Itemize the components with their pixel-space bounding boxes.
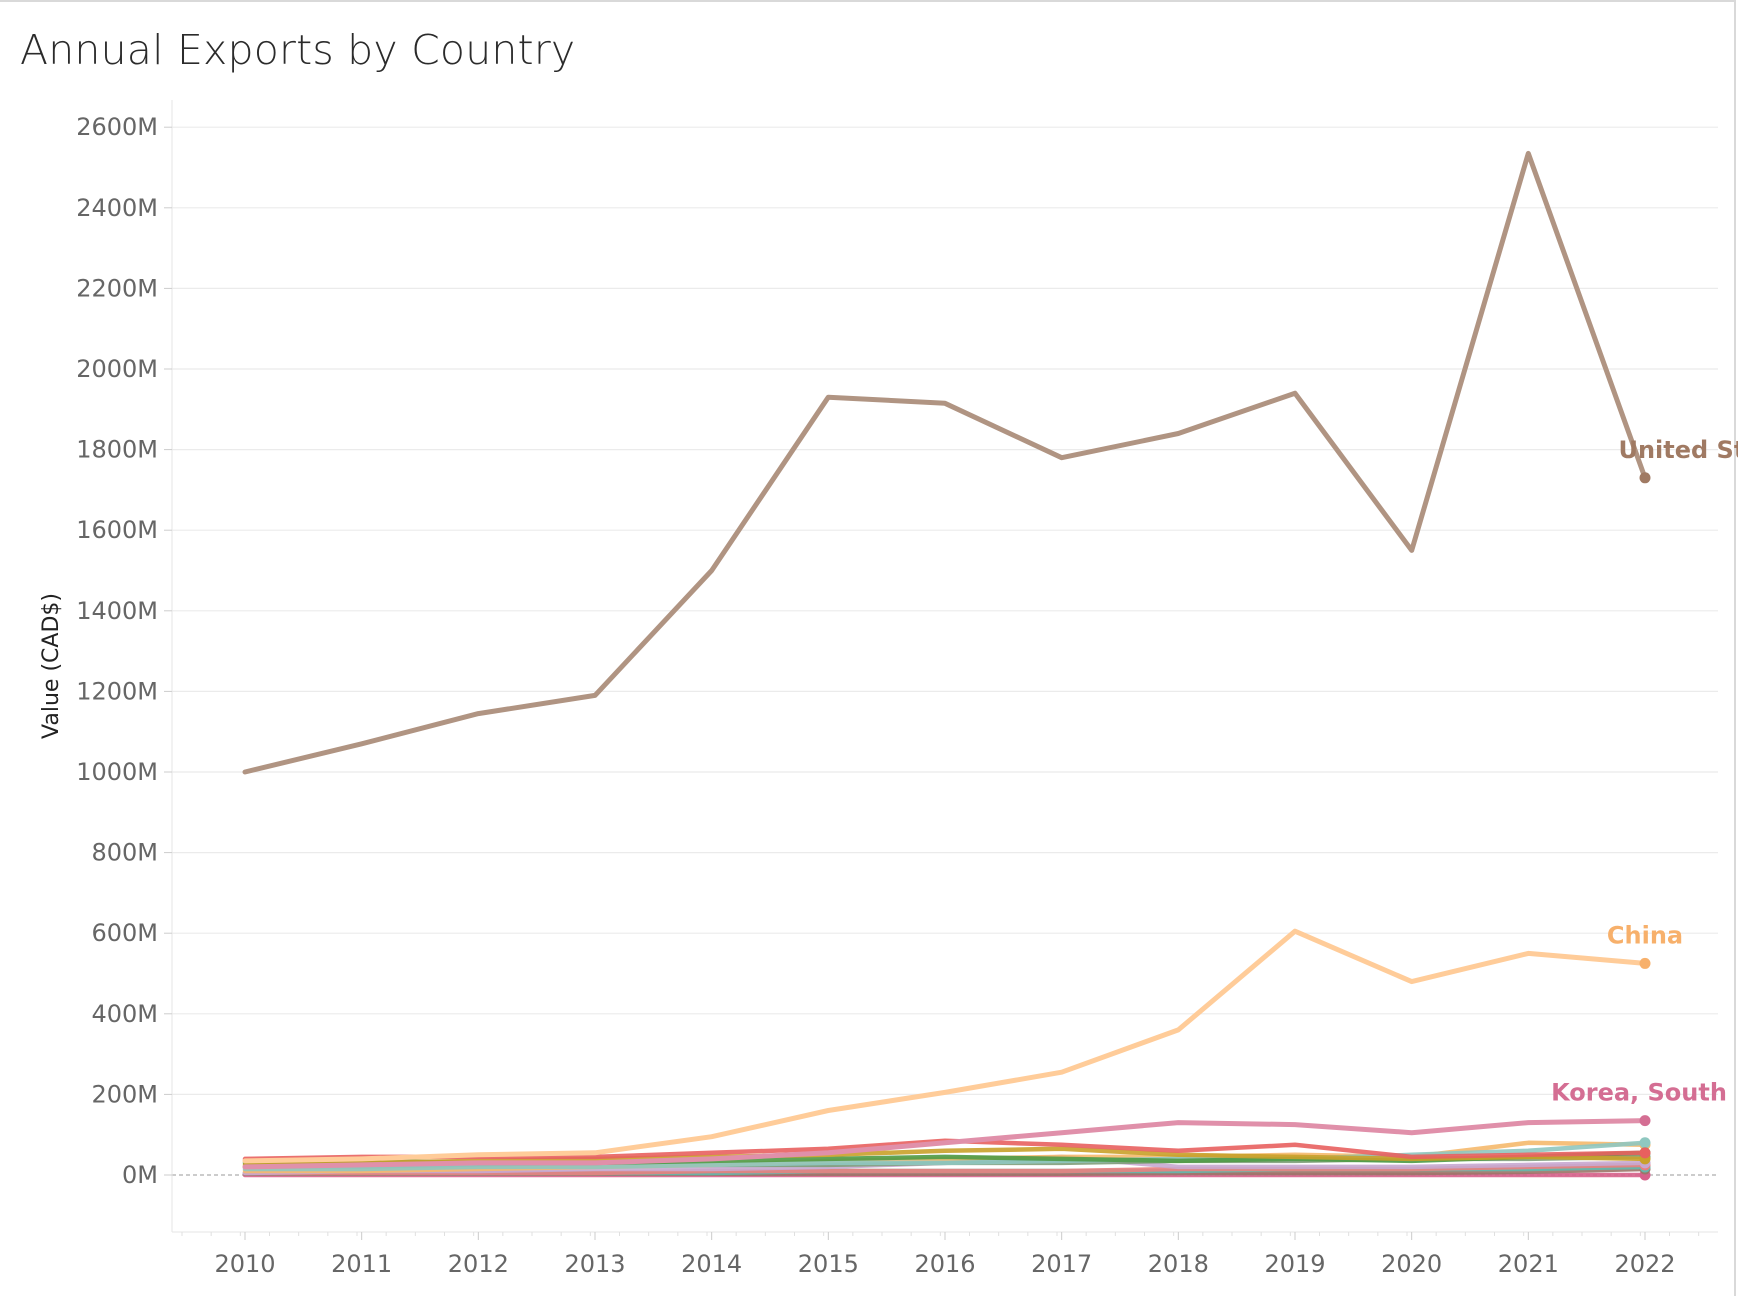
y-tick-label: 1200M	[76, 677, 158, 705]
chart-title: Annual Exports by Country	[20, 26, 576, 74]
y-tick-label: 1600M	[76, 516, 158, 544]
y-axis-title: Value (CAD$)	[39, 593, 64, 739]
x-tick-label: 2018	[1148, 1250, 1209, 1278]
series-line[interactable]	[242, 928, 1648, 1164]
x-tick-label: 2015	[798, 1250, 859, 1278]
x-tick-label: 2021	[1498, 1250, 1559, 1278]
x-tick-label: 2014	[681, 1250, 742, 1278]
y-tick-label: 2400M	[76, 194, 158, 222]
x-tick-label: 2012	[448, 1250, 509, 1278]
x-tick-label: 2010	[214, 1250, 275, 1278]
series-end-point[interactable]	[1639, 472, 1651, 484]
y-tick-label: 400M	[91, 1000, 158, 1028]
x-tick-label: 2019	[1264, 1250, 1325, 1278]
y-tick-label: 1000M	[76, 758, 158, 786]
y-axis: 0M 200M 400M 600M 800M 1000M 1200M 1400M 1600M 18…	[39, 100, 173, 1232]
series-end-point[interactable]	[1639, 957, 1651, 969]
x-tick-label: 2016	[914, 1250, 975, 1278]
x-tick-label: 2017	[1031, 1250, 1092, 1278]
x-tick-label: 2020	[1381, 1250, 1442, 1278]
end-labels: United States China Korea, South	[1551, 436, 1738, 1107]
y-tick-label: 2000M	[76, 355, 158, 383]
x-tick-label: 2011	[331, 1250, 392, 1278]
y-tick-label: 2200M	[76, 274, 158, 302]
x-axis: 2010 2011 2012 2013 2014 2015 2016 2017 2018 2019…	[172, 1231, 1718, 1278]
series-label: Korea, South	[1551, 1079, 1727, 1107]
y-tick-label: 0M	[122, 1161, 158, 1189]
series-label: China	[1607, 921, 1683, 949]
x-tick-label: 2013	[564, 1250, 625, 1278]
series-end-point[interactable]	[1639, 1137, 1651, 1149]
series-label: United States	[1618, 436, 1738, 464]
series-end-point[interactable]	[1639, 1115, 1651, 1127]
y-tick-label: 200M	[91, 1080, 158, 1108]
y-tick-label: 600M	[91, 919, 158, 947]
series-line[interactable]	[242, 1118, 1648, 1170]
y-tick-label: 1800M	[76, 436, 158, 464]
series-line[interactable]	[242, 150, 1648, 775]
y-tick-label: 1400M	[76, 597, 158, 625]
x-tick-label: 2022	[1614, 1250, 1675, 1278]
series-lines	[242, 150, 1651, 1181]
gridlines	[172, 126, 1718, 1176]
y-tick-label: 2600M	[76, 113, 158, 141]
y-tick-label: 800M	[91, 839, 158, 867]
series-end-point[interactable]	[1639, 1147, 1651, 1159]
